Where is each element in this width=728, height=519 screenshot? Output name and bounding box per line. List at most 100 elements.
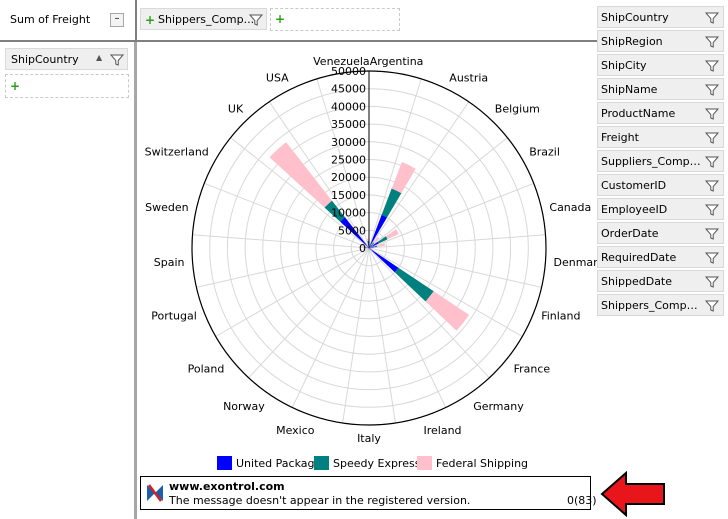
field-list-item[interactable]: ShipRegion bbox=[597, 30, 724, 52]
grid-spoke bbox=[368, 101, 470, 249]
bar-segment bbox=[366, 238, 369, 242]
filter-icon[interactable] bbox=[249, 13, 263, 27]
field-list-item-label: EmployeeID bbox=[601, 203, 668, 216]
field-list-item-label: ShipCountry bbox=[601, 11, 669, 24]
grid-spoke bbox=[196, 247, 370, 288]
filter-icon[interactable] bbox=[705, 227, 719, 241]
radial-tick-label: 40000 bbox=[331, 100, 366, 113]
category-label: Italy bbox=[357, 432, 381, 445]
field-list-item[interactable]: EmployeeID bbox=[597, 198, 724, 220]
bar-segment bbox=[369, 248, 371, 249]
expand-icon: + bbox=[145, 13, 156, 27]
filter-icon[interactable] bbox=[705, 179, 719, 193]
grid-spoke bbox=[368, 247, 542, 288]
grid-spoke bbox=[368, 247, 396, 424]
category-label: Finland bbox=[541, 310, 580, 323]
legend-label: Federal Shipping bbox=[436, 457, 529, 470]
category-label: Brazil bbox=[529, 146, 560, 159]
add-field-icon: + bbox=[275, 12, 286, 26]
field-list-item[interactable]: Suppliers_Compan... bbox=[597, 150, 724, 172]
field-list-item-label: Freight bbox=[601, 131, 639, 144]
filter-icon[interactable] bbox=[705, 35, 719, 49]
exontrol-logo-icon bbox=[145, 483, 165, 503]
bar-segment bbox=[369, 248, 371, 250]
column-field-shippers[interactable]: + Shippers_Comp... bbox=[140, 8, 267, 30]
row-field-label: ShipCountry bbox=[11, 53, 79, 66]
legend-swatch bbox=[314, 456, 329, 470]
field-list-item-label: ShippedDate bbox=[601, 275, 673, 288]
grid-spoke bbox=[230, 137, 370, 249]
filter-icon[interactable] bbox=[705, 275, 719, 289]
bar-segment bbox=[340, 217, 369, 248]
bar-segment bbox=[370, 249, 371, 251]
bar-segment bbox=[269, 142, 332, 208]
category-label: Belgium bbox=[495, 102, 540, 115]
filter-icon[interactable] bbox=[705, 155, 719, 169]
field-list-item[interactable]: Freight bbox=[597, 126, 724, 148]
radial-tick-label: 0 bbox=[359, 242, 366, 255]
grid-spoke bbox=[316, 78, 370, 249]
field-list-item-label: ShipName bbox=[601, 83, 658, 96]
radial-tick-label: 15000 bbox=[331, 189, 366, 202]
category-label: UK bbox=[228, 102, 244, 115]
bar-segment bbox=[366, 247, 369, 248]
bar-segment bbox=[369, 249, 370, 251]
grid-spoke bbox=[215, 247, 370, 337]
legend-label: United Package bbox=[236, 457, 322, 470]
filter-icon[interactable] bbox=[705, 83, 719, 97]
bar-segment bbox=[369, 241, 379, 248]
field-list-item[interactable]: ShipName bbox=[597, 78, 724, 100]
exontrol-url[interactable]: www.exontrol.com bbox=[169, 480, 285, 493]
field-list-item-label: RequiredDate bbox=[601, 251, 677, 264]
field-list-item[interactable]: ShipCity bbox=[597, 54, 724, 76]
filter-icon[interactable] bbox=[705, 107, 719, 121]
bar-segment bbox=[425, 291, 470, 331]
radial-tick-label: 45000 bbox=[331, 83, 366, 96]
field-list-item[interactable]: RequiredDate bbox=[597, 246, 724, 268]
grid-spoke bbox=[268, 101, 370, 249]
bar-segment bbox=[373, 236, 380, 244]
grid-spoke bbox=[368, 137, 508, 249]
category-label: Austria bbox=[449, 71, 488, 84]
grid-spoke bbox=[368, 182, 534, 249]
collapse-button[interactable]: – bbox=[110, 13, 124, 27]
category-label: Mexico bbox=[276, 424, 315, 437]
column-drop-slot[interactable]: + bbox=[270, 8, 400, 31]
field-list-item-label: ProductName bbox=[601, 107, 676, 120]
field-list-item[interactable]: ProductName bbox=[597, 102, 724, 124]
field-list-item-label: OrderDate bbox=[601, 227, 659, 240]
row-area-splitter[interactable] bbox=[134, 42, 137, 519]
bar-segment bbox=[367, 250, 369, 252]
bar-segment bbox=[370, 248, 373, 250]
row-drop-slot[interactable]: + bbox=[5, 74, 129, 98]
filter-icon[interactable] bbox=[705, 131, 719, 145]
top-divider bbox=[135, 0, 137, 40]
header-divider bbox=[0, 40, 597, 42]
bar-segment bbox=[391, 162, 416, 194]
field-list-item[interactable]: OrderDate bbox=[597, 222, 724, 244]
bar-segment bbox=[374, 245, 378, 248]
bar-segment bbox=[381, 188, 402, 218]
bar-segment bbox=[385, 229, 399, 240]
field-list-item[interactable]: ShipCountry bbox=[597, 6, 724, 28]
radial-tick-label: 5000 bbox=[338, 224, 366, 237]
filter-icon[interactable] bbox=[705, 11, 719, 25]
filter-icon[interactable] bbox=[705, 59, 719, 73]
row-field-shipcountry[interactable]: ShipCountry ▲ bbox=[5, 48, 128, 70]
red-arrow-icon bbox=[600, 470, 665, 518]
radial-tick-label: 50000 bbox=[331, 65, 366, 78]
field-list-item[interactable]: CustomerID bbox=[597, 174, 724, 196]
bar-segment bbox=[371, 242, 375, 246]
sum-of-freight-label: Sum of Freight bbox=[10, 13, 91, 26]
field-list-item[interactable]: Shippers_Compan... bbox=[597, 294, 724, 316]
unregistered-message-box: www.exontrol.com The message doesn't app… bbox=[140, 476, 597, 510]
filter-icon[interactable] bbox=[705, 203, 719, 217]
field-list-item[interactable]: ShippedDate bbox=[597, 270, 724, 292]
bar-segment bbox=[369, 246, 375, 248]
bar-segment bbox=[324, 200, 345, 222]
legend-label: Speedy Express bbox=[333, 457, 421, 470]
filter-icon[interactable] bbox=[705, 299, 719, 313]
filter-icon[interactable] bbox=[705, 251, 719, 265]
category-label: Argentina bbox=[370, 55, 424, 68]
filter-icon[interactable] bbox=[110, 53, 124, 67]
